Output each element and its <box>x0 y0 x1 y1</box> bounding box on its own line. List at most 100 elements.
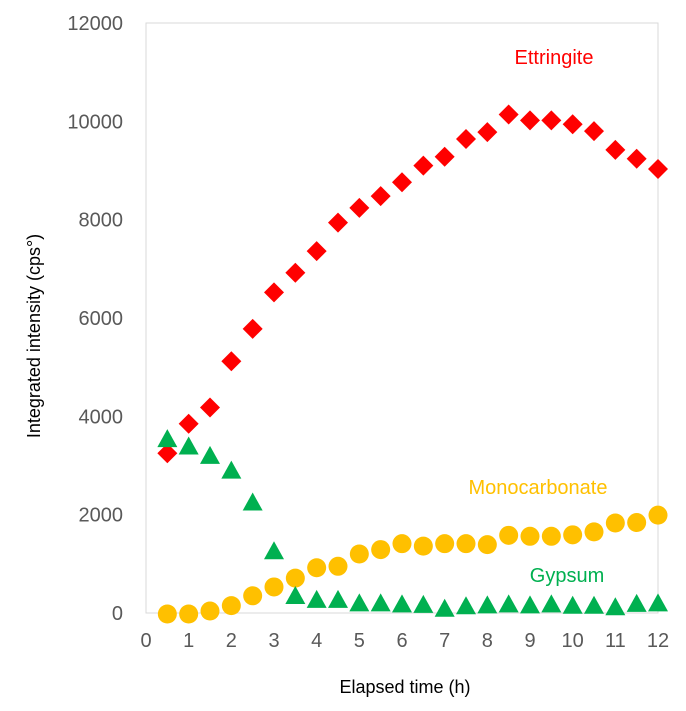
gypsum-point <box>498 594 519 613</box>
y-axis-ticks: 0 2000 4000 6000 8000 10000 12000 <box>67 13 123 625</box>
ettringite-point <box>157 443 178 464</box>
monocarbonate-point <box>285 568 305 588</box>
ettringite-point <box>306 241 327 262</box>
ettringite-point <box>413 155 434 176</box>
x-tick-label: 5 <box>354 630 365 652</box>
ettringite-point <box>200 397 220 418</box>
monocarbonate-point <box>456 534 476 554</box>
ettringite-point <box>434 146 455 167</box>
ettringite-point <box>285 262 306 283</box>
monocarbonate-point <box>477 535 497 555</box>
x-tick-label: 4 <box>311 630 322 652</box>
gypsum-label: Gypsum <box>530 565 604 587</box>
monocarbonate-point <box>179 604 199 624</box>
x-tick-label: 6 <box>396 630 407 652</box>
gypsum-point <box>626 593 647 612</box>
ettringite-point <box>477 122 498 143</box>
y-tick-label: 8000 <box>79 210 124 232</box>
gypsum-point <box>328 589 348 608</box>
x-tick-label: 8 <box>482 630 493 652</box>
gypsum-point <box>477 595 498 614</box>
ettringite-point <box>541 110 562 131</box>
gypsum-point <box>242 492 263 511</box>
y-tick-label: 0 <box>112 603 123 625</box>
monocarbonate-point <box>200 601 220 621</box>
x-tick-label: 3 <box>268 630 279 652</box>
gypsum-point <box>541 594 562 613</box>
x-tick-label: 1 <box>183 630 194 652</box>
monocarbonate-point <box>605 513 625 533</box>
gypsum-point <box>648 593 668 612</box>
monocarbonate-point <box>541 526 561 546</box>
gypsum-point <box>520 595 540 614</box>
monocarbonate-point <box>243 586 263 606</box>
ettringite-point <box>349 197 370 218</box>
monocarbonate-point <box>264 577 284 597</box>
x-tick-label: 9 <box>524 630 535 652</box>
x-axis-ticks: 0 1 2 3 4 5 6 7 8 9 10 11 12 <box>140 630 669 652</box>
ettringite-point <box>392 172 412 193</box>
monocarbonate-point <box>499 525 519 545</box>
monocarbonate-label: Monocarbonate <box>469 477 608 499</box>
ettringite-label: Ettringite <box>515 47 594 69</box>
ettringite-point <box>242 318 263 339</box>
ettringite-point <box>520 110 540 131</box>
monocarbonate-point <box>584 522 604 542</box>
gypsum-point <box>456 596 476 615</box>
gypsum-point <box>370 593 391 612</box>
plot-area <box>145 22 659 614</box>
gypsum-point <box>285 585 306 604</box>
gypsum-point <box>349 593 370 612</box>
y-axis-title: Integrated intensity (cps°) <box>24 234 44 438</box>
ettringite-point <box>648 159 668 180</box>
x-tick-label: 12 <box>647 630 669 652</box>
gypsum-point <box>306 589 327 608</box>
gypsum-point <box>178 436 199 455</box>
gypsum-point <box>434 598 455 617</box>
gypsum-point <box>392 594 412 613</box>
ettringite-point <box>221 351 242 372</box>
gypsum-point <box>605 597 626 616</box>
monocarbonate-point <box>627 513 647 533</box>
y-tick-label: 6000 <box>79 308 124 330</box>
monocarbonate-point <box>520 526 540 546</box>
ettringite-point <box>370 186 391 207</box>
monocarbonate-point <box>435 534 455 554</box>
series-labels: Ettringite Monocarbonate Gypsum <box>469 47 608 587</box>
x-tick-label: 2 <box>226 630 237 652</box>
monocarbonate-point <box>563 525 583 545</box>
ettringite-point <box>584 121 604 142</box>
monocarbonate-point <box>349 544 369 564</box>
monocarbonate-point <box>328 556 348 576</box>
monocarbonate-point <box>392 534 412 554</box>
x-tick-label: 7 <box>439 630 450 652</box>
x-tick-label: 0 <box>140 630 151 652</box>
y-tick-label: 2000 <box>79 505 124 527</box>
y-tick-label: 12000 <box>67 13 123 35</box>
gypsum-point <box>264 541 284 560</box>
y-tick-label: 10000 <box>67 111 123 133</box>
monocarbonate-point <box>307 558 327 578</box>
monocarbonate-point <box>413 536 433 556</box>
x-axis-title: Elapsed time (h) <box>339 677 470 697</box>
ettringite-point <box>456 129 476 150</box>
y-tick-label: 4000 <box>79 406 124 428</box>
gypsum-point <box>157 429 178 448</box>
ettringite-point <box>178 413 199 434</box>
monocarbonate-point <box>221 596 241 616</box>
x-tick-label: 11 <box>605 630 626 652</box>
ettringite-point <box>605 139 626 160</box>
monocarbonate-point <box>648 505 668 525</box>
data-marks <box>157 104 668 624</box>
gypsum-point <box>584 595 604 614</box>
gypsum-point <box>200 445 220 464</box>
ettringite-point <box>264 282 284 303</box>
ettringite-point <box>626 148 647 169</box>
gypsum-point <box>221 460 242 479</box>
ettringite-point <box>328 212 348 233</box>
ettringite-point <box>562 114 583 135</box>
ettringite-point <box>498 104 519 125</box>
gypsum-point <box>562 595 583 614</box>
monocarbonate-point <box>371 540 391 560</box>
